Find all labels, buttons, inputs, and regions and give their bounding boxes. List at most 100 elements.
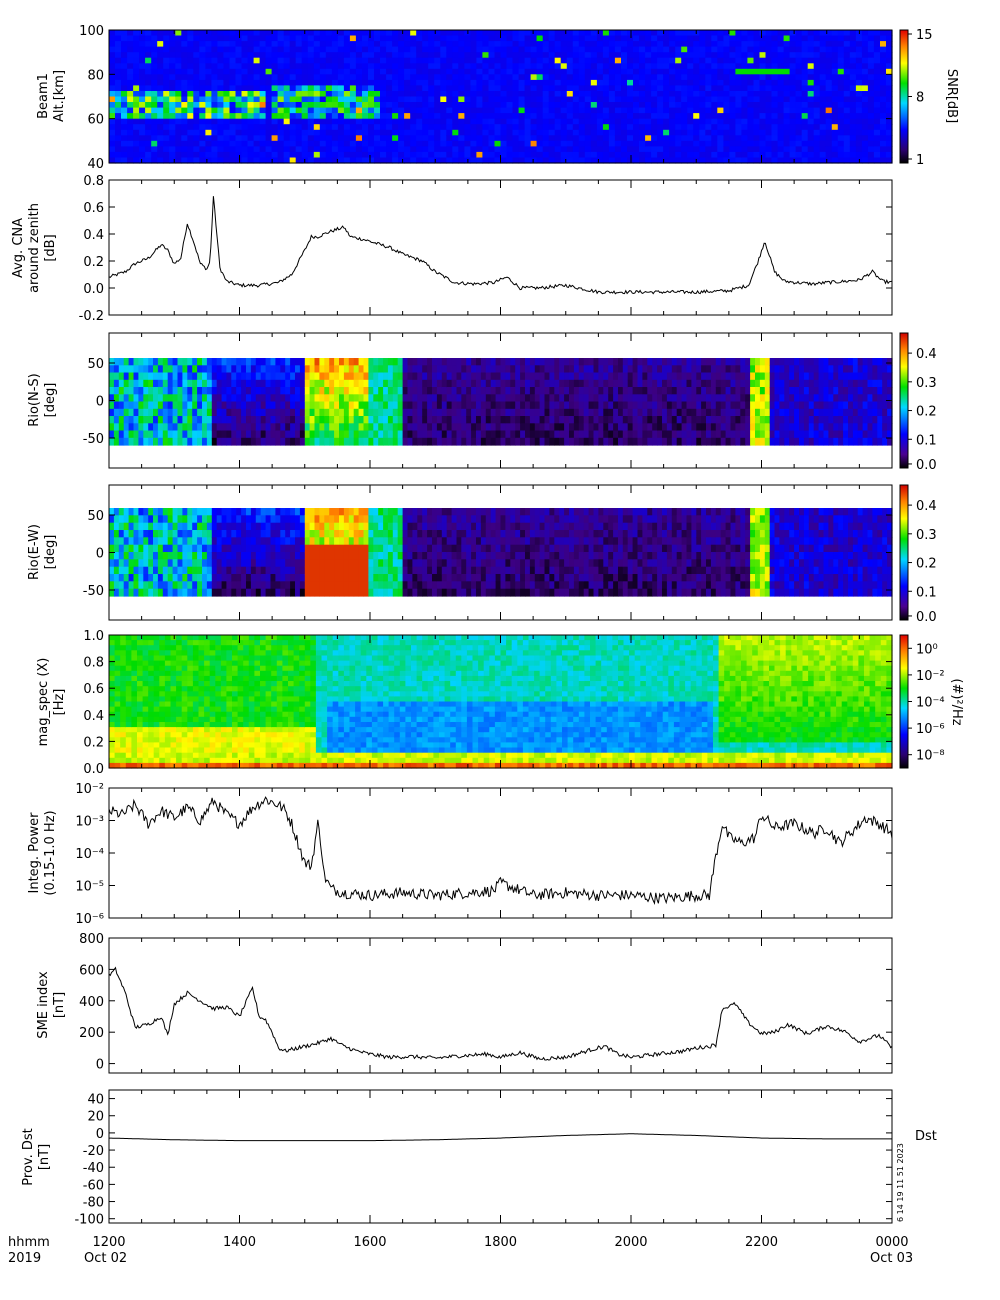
- heatmap-cell: [157, 30, 164, 37]
- heatmap-cell: [880, 35, 887, 42]
- heatmap-cell: [711, 140, 718, 147]
- heatmap-cell: [301, 91, 309, 98]
- heatmap-cell: [662, 379, 668, 388]
- heatmap-cell: [304, 416, 311, 424]
- heatmap-cell: [740, 358, 746, 366]
- heatmap-cell: [343, 423, 350, 432]
- heatmap-cell: [681, 35, 688, 42]
- heatmap-cell: [837, 91, 845, 98]
- heatmap-cell: [289, 157, 297, 164]
- heatmap-cell: [583, 408, 590, 417]
- heatmap-cell: [175, 74, 182, 81]
- heatmap-cell: [118, 372, 125, 381]
- heatmap-cell: [559, 379, 565, 388]
- heatmap-cell: [831, 41, 839, 48]
- heatmap-cell: [494, 35, 502, 42]
- heatmap-cell: [500, 129, 508, 136]
- heatmap-cell: [867, 85, 875, 92]
- heatmap-cell: [337, 79, 345, 86]
- heatmap-cell: [637, 430, 643, 439]
- heatmap-cell: [632, 437, 639, 446]
- heatmap-cell: [837, 85, 845, 92]
- heatmap-cell: [255, 423, 262, 432]
- heatmap-cell: [476, 146, 483, 153]
- heatmap-cell: [133, 146, 140, 153]
- heatmap-cell: [735, 79, 742, 86]
- heatmap-cell: [123, 423, 130, 432]
- heatmap-cell: [205, 157, 212, 164]
- heatmap-cell: [789, 135, 797, 142]
- heatmap-cell: [590, 113, 598, 120]
- heatmap-cell: [596, 146, 604, 153]
- heatmap-cell: [572, 96, 580, 103]
- heatmap-cell: [319, 358, 325, 366]
- heatmap-cell: [647, 416, 653, 424]
- heatmap-cell: [494, 79, 502, 86]
- heatmap-cell: [779, 423, 785, 432]
- heatmap-cell: [518, 68, 526, 75]
- heatmap-cell: [358, 358, 365, 366]
- heatmap-cell: [637, 416, 643, 424]
- heatmap-cell: [569, 365, 575, 374]
- heatmap-cell: [319, 379, 325, 388]
- heatmap-cell: [637, 358, 643, 366]
- heatmap-cell: [779, 387, 785, 395]
- heatmap-cell: [458, 102, 465, 109]
- heatmap-cell: [221, 358, 228, 366]
- heatmap-cell: [343, 46, 351, 53]
- heatmap-cell: [818, 430, 825, 439]
- heatmap-cell: [404, 113, 411, 120]
- heatmap-cell: [711, 79, 718, 86]
- heatmap-cell: [217, 79, 224, 86]
- heatmap-cell: [177, 365, 183, 374]
- heatmap-cell: [187, 85, 194, 92]
- heatmap-cell: [750, 387, 756, 395]
- heatmap-cell: [139, 46, 146, 53]
- heatmap-cell: [813, 401, 820, 410]
- heatmap-cell: [109, 68, 116, 75]
- heatmap-cell: [265, 140, 273, 147]
- heatmap-cell: [729, 41, 736, 48]
- heatmap-cell: [123, 387, 130, 395]
- heatmap-cell: [593, 394, 599, 403]
- heatmap-cell: [235, 68, 243, 75]
- heatmap-cell: [151, 102, 158, 109]
- heatmap-cell: [476, 41, 483, 48]
- heatmap-cell: [783, 124, 791, 131]
- heatmap-cell: [807, 113, 815, 120]
- heatmap-cell: [711, 124, 718, 131]
- heatmap-cell: [651, 146, 658, 153]
- heatmap-cell: [404, 118, 411, 125]
- heatmap-cell: [849, 107, 857, 114]
- heatmap-cell: [687, 140, 694, 147]
- heatmap-cell: [151, 74, 158, 81]
- heatmap-cell: [295, 96, 303, 103]
- heatmap-cell: [819, 96, 827, 103]
- heatmap-cell: [873, 102, 881, 109]
- heatmap-cell: [392, 57, 399, 64]
- heatmap-cell: [783, 151, 791, 158]
- heatmap-cell: [167, 401, 174, 410]
- heatmap-cell: [206, 437, 213, 446]
- heatmap-cell: [211, 416, 218, 424]
- heatmap-cell: [175, 102, 182, 109]
- heatmap-cell: [187, 79, 194, 86]
- heatmap-cell: [717, 102, 724, 109]
- heatmap-cell: [554, 151, 562, 158]
- heatmap-cell: [789, 365, 795, 374]
- heatmap-cell: [277, 129, 285, 136]
- heatmap-cell: [723, 41, 730, 48]
- heatmap-cell: [458, 85, 465, 92]
- heatmap-cell: [181, 91, 188, 98]
- heatmap-cell: [307, 57, 315, 64]
- heatmap-cell: [368, 423, 374, 432]
- heatmap-cell: [717, 63, 724, 70]
- heatmap-cell: [735, 129, 742, 136]
- heatmap-cell: [223, 63, 230, 70]
- heatmap-cell: [470, 57, 477, 64]
- heatmap-cell: [115, 74, 122, 81]
- heatmap-cell: [387, 358, 394, 366]
- heatmap-cell: [613, 379, 619, 388]
- heatmap-cell: [614, 35, 622, 42]
- heatmap-cell: [325, 35, 333, 42]
